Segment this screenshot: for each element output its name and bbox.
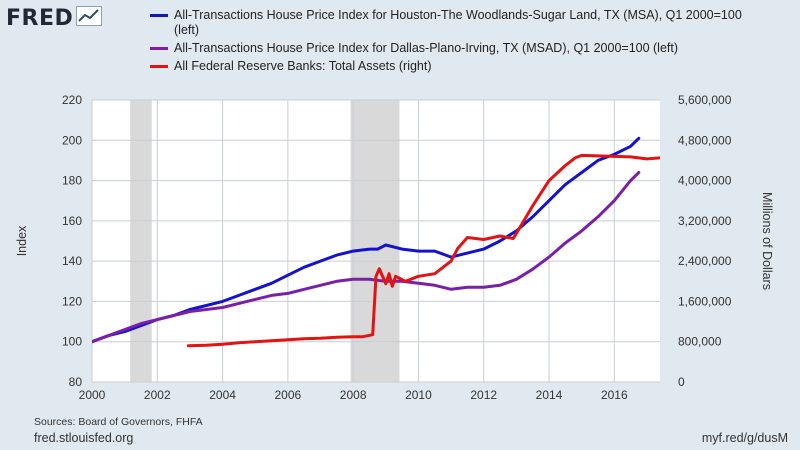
legend-swatch-assets bbox=[150, 65, 168, 68]
sources-note: Sources: Board of Governors, FHFA bbox=[34, 416, 203, 428]
legend-text-houston: All-Transactions House Price Index for H… bbox=[174, 8, 742, 22]
legend-item-houston[interactable]: All-Transactions House Price Index for H… bbox=[150, 8, 790, 38]
y-tick-label-3: 140 bbox=[62, 254, 82, 268]
legend-item-assets[interactable]: All Federal Reserve Banks: Total Assets … bbox=[150, 59, 790, 74]
y2-tick-label-2: 1,600,000 bbox=[678, 294, 732, 308]
chart-legend: All-Transactions House Price Index for H… bbox=[150, 8, 790, 77]
legend-text-houston-axis: (left) bbox=[174, 23, 199, 37]
y2-tick-label-6: 4,800,000 bbox=[678, 133, 732, 147]
x-tick-label-0: 2000 bbox=[79, 388, 106, 402]
legend-label-houston: All-Transactions House Price Index for H… bbox=[174, 8, 742, 38]
legend-swatch-dallas bbox=[150, 47, 168, 50]
x-tick-label-4: 2008 bbox=[340, 388, 367, 402]
fred-logo[interactable]: FRED bbox=[6, 6, 103, 31]
line-chart-icon bbox=[76, 6, 103, 31]
y2-tick-label-7: 5,600,000 bbox=[678, 93, 732, 107]
x-tick-label-3: 2006 bbox=[275, 388, 302, 402]
y2-axis-label: Millions of Dollars bbox=[760, 192, 774, 290]
x-tick-label-2: 2004 bbox=[209, 388, 236, 402]
y-axis-label: Index bbox=[15, 225, 29, 256]
y-tick-label-6: 200 bbox=[62, 133, 82, 147]
y-tick-label-1: 100 bbox=[62, 335, 82, 349]
x-tick-label-6: 2012 bbox=[470, 388, 497, 402]
y-tick-label-4: 160 bbox=[62, 214, 82, 228]
short-url-link[interactable]: myf.red/g/dusM bbox=[701, 431, 788, 445]
y-tick-label-0: 80 bbox=[69, 375, 83, 389]
recession-band-0 bbox=[130, 100, 152, 382]
series-line-assets bbox=[186, 153, 660, 348]
recession-band-1 bbox=[350, 100, 400, 382]
y2-tick-label-0: 0 bbox=[678, 375, 685, 389]
y-tick-label-7: 220 bbox=[62, 93, 82, 107]
y2-tick-label-4: 3,200,000 bbox=[678, 214, 732, 228]
y-tick-label-5: 180 bbox=[62, 174, 82, 188]
logo-text: FRED bbox=[6, 6, 74, 31]
legend-swatch-houston bbox=[150, 14, 168, 17]
y-tick-label-2: 120 bbox=[62, 294, 82, 308]
x-tick-label-8: 2016 bbox=[601, 388, 628, 402]
series-line-houston bbox=[92, 136, 641, 344]
series-line-dallas bbox=[92, 171, 641, 344]
site-link[interactable]: fred.stlouisfed.org bbox=[34, 431, 134, 445]
x-tick-label-5: 2010 bbox=[405, 388, 432, 402]
y2-tick-label-1: 800,000 bbox=[678, 335, 722, 349]
x-tick-label-1: 2002 bbox=[144, 388, 171, 402]
legend-item-dallas[interactable]: All-Transactions House Price Index for D… bbox=[150, 41, 790, 56]
legend-text-assets: All Federal Reserve Banks: Total Assets … bbox=[174, 59, 432, 73]
y2-tick-label-3: 2,400,000 bbox=[678, 254, 732, 268]
x-tick-label-7: 2014 bbox=[536, 388, 563, 402]
legend-text-dallas: All-Transactions House Price Index for D… bbox=[174, 41, 679, 55]
y2-tick-label-5: 4,000,000 bbox=[678, 174, 732, 188]
